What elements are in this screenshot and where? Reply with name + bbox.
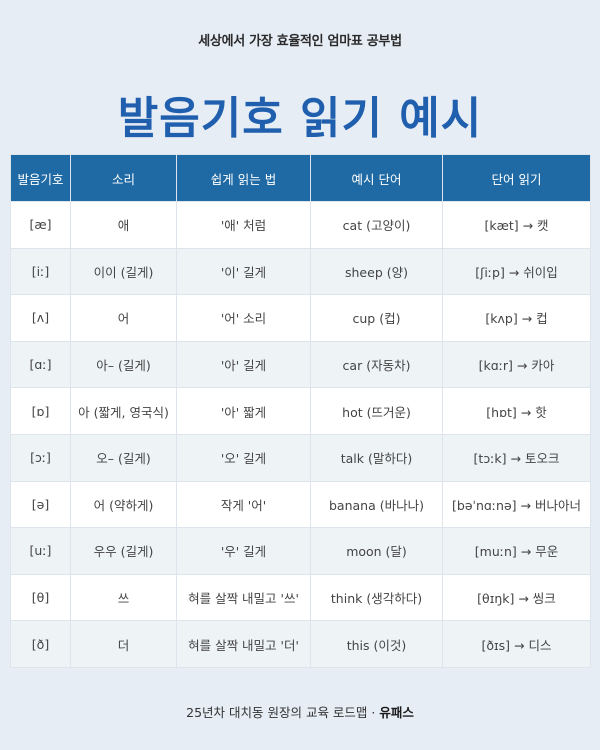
easy-reading-cell: '아' 짧게 (176, 387, 311, 435)
column-header-word-reading: 단어 읽기 (442, 154, 591, 202)
table-row: [ʌ] 어 '어' 소리 cup (컵) [kʌp] → 컵 (10, 294, 591, 342)
table-row: [æ] 애 '애' 처럼 cat (고양이) [kæt] → 캣 (10, 201, 591, 249)
phonetics-table: 발음기호 소리 쉽게 읽는 법 예시 단어 단어 읽기 [æ] 애 '애' 처럼 cat (고… (10, 154, 591, 668)
example-word-cell: cat (고양이) (310, 201, 443, 249)
sound-cell: 애 (70, 201, 177, 249)
table-row: [ð] 더 혀를 살짝 내밀고 '더' this (이것) [ðɪs] → 디스 (10, 620, 591, 668)
word-reading-cell: [hɒt] → 핫 (442, 387, 591, 435)
word-reading-cell: [kæt] → 캣 (442, 201, 591, 249)
easy-reading-cell: '우' 길게 (176, 527, 311, 575)
symbol-cell: [iː] (10, 247, 71, 296)
symbol-cell: [ʌ] (10, 294, 71, 342)
word-reading-cell: [ðɪs] → 디스 (442, 620, 591, 668)
page-title: 발음기호 읽기 예시 (117, 93, 483, 144)
table-row: [uː] 우우 (길게) '우' 길게 moon (달) [muːn] → 무운 (10, 527, 591, 575)
example-word-cell: moon (달) (310, 527, 443, 575)
sound-cell: 어 (약하게) (70, 480, 177, 529)
table-header-row: 발음기호 소리 쉽게 읽는 법 예시 단어 단어 읽기 (10, 154, 591, 202)
symbol-cell: [ð] (10, 620, 71, 668)
symbol-cell: [ə] (10, 480, 71, 529)
easy-reading-cell: '어' 소리 (176, 294, 311, 342)
word-reading-cell: [kʌp] → 컵 (442, 294, 591, 342)
sound-cell: 오– (길게) (70, 433, 177, 482)
word-reading-cell: [θɪŋk] → 씽크 (442, 573, 591, 622)
tagline: 세상에서 가장 효율적인 엄마표 공부법 (198, 34, 402, 49)
word-reading-cell: [ʃiːp] → 쉬이입 (442, 247, 591, 296)
easy-reading-cell: '이' 길게 (176, 247, 311, 296)
word-reading-cell: [kɑːr] → 카아 (442, 340, 591, 389)
footer-brand: 유패스 (379, 705, 414, 720)
table-row: [iː] 이이 (길게) '이' 길게 sheep (양) [ʃiːp] → 쉬이입 (10, 247, 591, 296)
example-word-cell: this (이것) (310, 620, 443, 668)
table-row: [ɔː] 오– (길게) '오' 길게 talk (말하다) [tɔːk] → 토오크 (10, 433, 591, 482)
easy-reading-cell: 혀를 살짝 내밀고 '더' (176, 620, 311, 668)
easy-reading-cell: '애' 처럼 (176, 201, 311, 249)
easy-reading-cell: '아' 길게 (176, 340, 311, 389)
sound-cell: 이이 (길게) (70, 247, 177, 296)
word-reading-cell: [tɔːk] → 토오크 (442, 433, 591, 482)
sound-cell: 더 (70, 620, 177, 668)
table-row: [ɑː] 아– (길게) '아' 길게 car (자동차) [kɑːr] → 카아 (10, 340, 591, 389)
sound-cell: 우우 (길게) (70, 527, 177, 575)
sound-cell: 아 (짧게, 영국식) (70, 387, 177, 435)
example-word-cell: think (생각하다) (310, 573, 443, 622)
symbol-cell: [æ] (10, 201, 71, 249)
sound-cell: 아– (길게) (70, 340, 177, 389)
example-word-cell: hot (뜨거운) (310, 387, 443, 435)
table-body: [æ] 애 '애' 처럼 cat (고양이) [kæt] → 캣 [iː] 이이 (길게) '… (10, 201, 591, 668)
word-reading-cell: [bəˈnɑːnə] → 버나아너 (442, 480, 591, 529)
table-row: [ə] 어 (약하게) 작게 '어' banana (바나나) [bəˈnɑːnə] →… (10, 480, 591, 529)
symbol-cell: [uː] (10, 527, 71, 575)
symbol-cell: [ɒ] (10, 387, 71, 435)
easy-reading-cell: 혀를 살짝 내밀고 '쓰' (176, 573, 311, 622)
example-word-cell: sheep (양) (310, 247, 443, 296)
table-row: [ɒ] 아 (짧게, 영국식) '아' 짧게 hot (뜨거운) [hɒt] → 핫 (10, 387, 591, 435)
column-header-symbol: 발음기호 (10, 154, 71, 202)
column-header-sound: 소리 (70, 154, 177, 202)
easy-reading-cell: '오' 길게 (176, 433, 311, 482)
footer: 25년차 대치동 원장의 교육 로드맵 · 유패스 (0, 702, 600, 721)
symbol-cell: [ɔː] (10, 433, 71, 482)
easy-reading-cell: 작게 '어' (176, 480, 311, 529)
table-row: [θ] 쓰 혀를 살짝 내밀고 '쓰' think (생각하다) [θɪŋk] → 씽크 (10, 573, 591, 622)
column-header-example-word: 예시 단어 (310, 154, 443, 202)
example-word-cell: banana (바나나) (310, 480, 443, 529)
example-word-cell: cup (컵) (310, 294, 443, 342)
word-reading-cell: [muːn] → 무운 (442, 527, 591, 575)
sound-cell: 쓰 (70, 573, 177, 622)
sound-cell: 어 (70, 294, 177, 342)
symbol-cell: [θ] (10, 573, 71, 622)
footer-text: 25년차 대치동 원장의 교육 로드맵 · (186, 705, 376, 720)
column-header-easy-reading: 쉽게 읽는 법 (176, 154, 311, 202)
example-word-cell: talk (말하다) (310, 433, 443, 482)
phonetics-table-container: 발음기호 소리 쉽게 읽는 법 예시 단어 단어 읽기 [æ] 애 '애' 처럼 cat (고… (10, 154, 591, 668)
example-word-cell: car (자동차) (310, 340, 443, 389)
symbol-cell: [ɑː] (10, 340, 71, 389)
